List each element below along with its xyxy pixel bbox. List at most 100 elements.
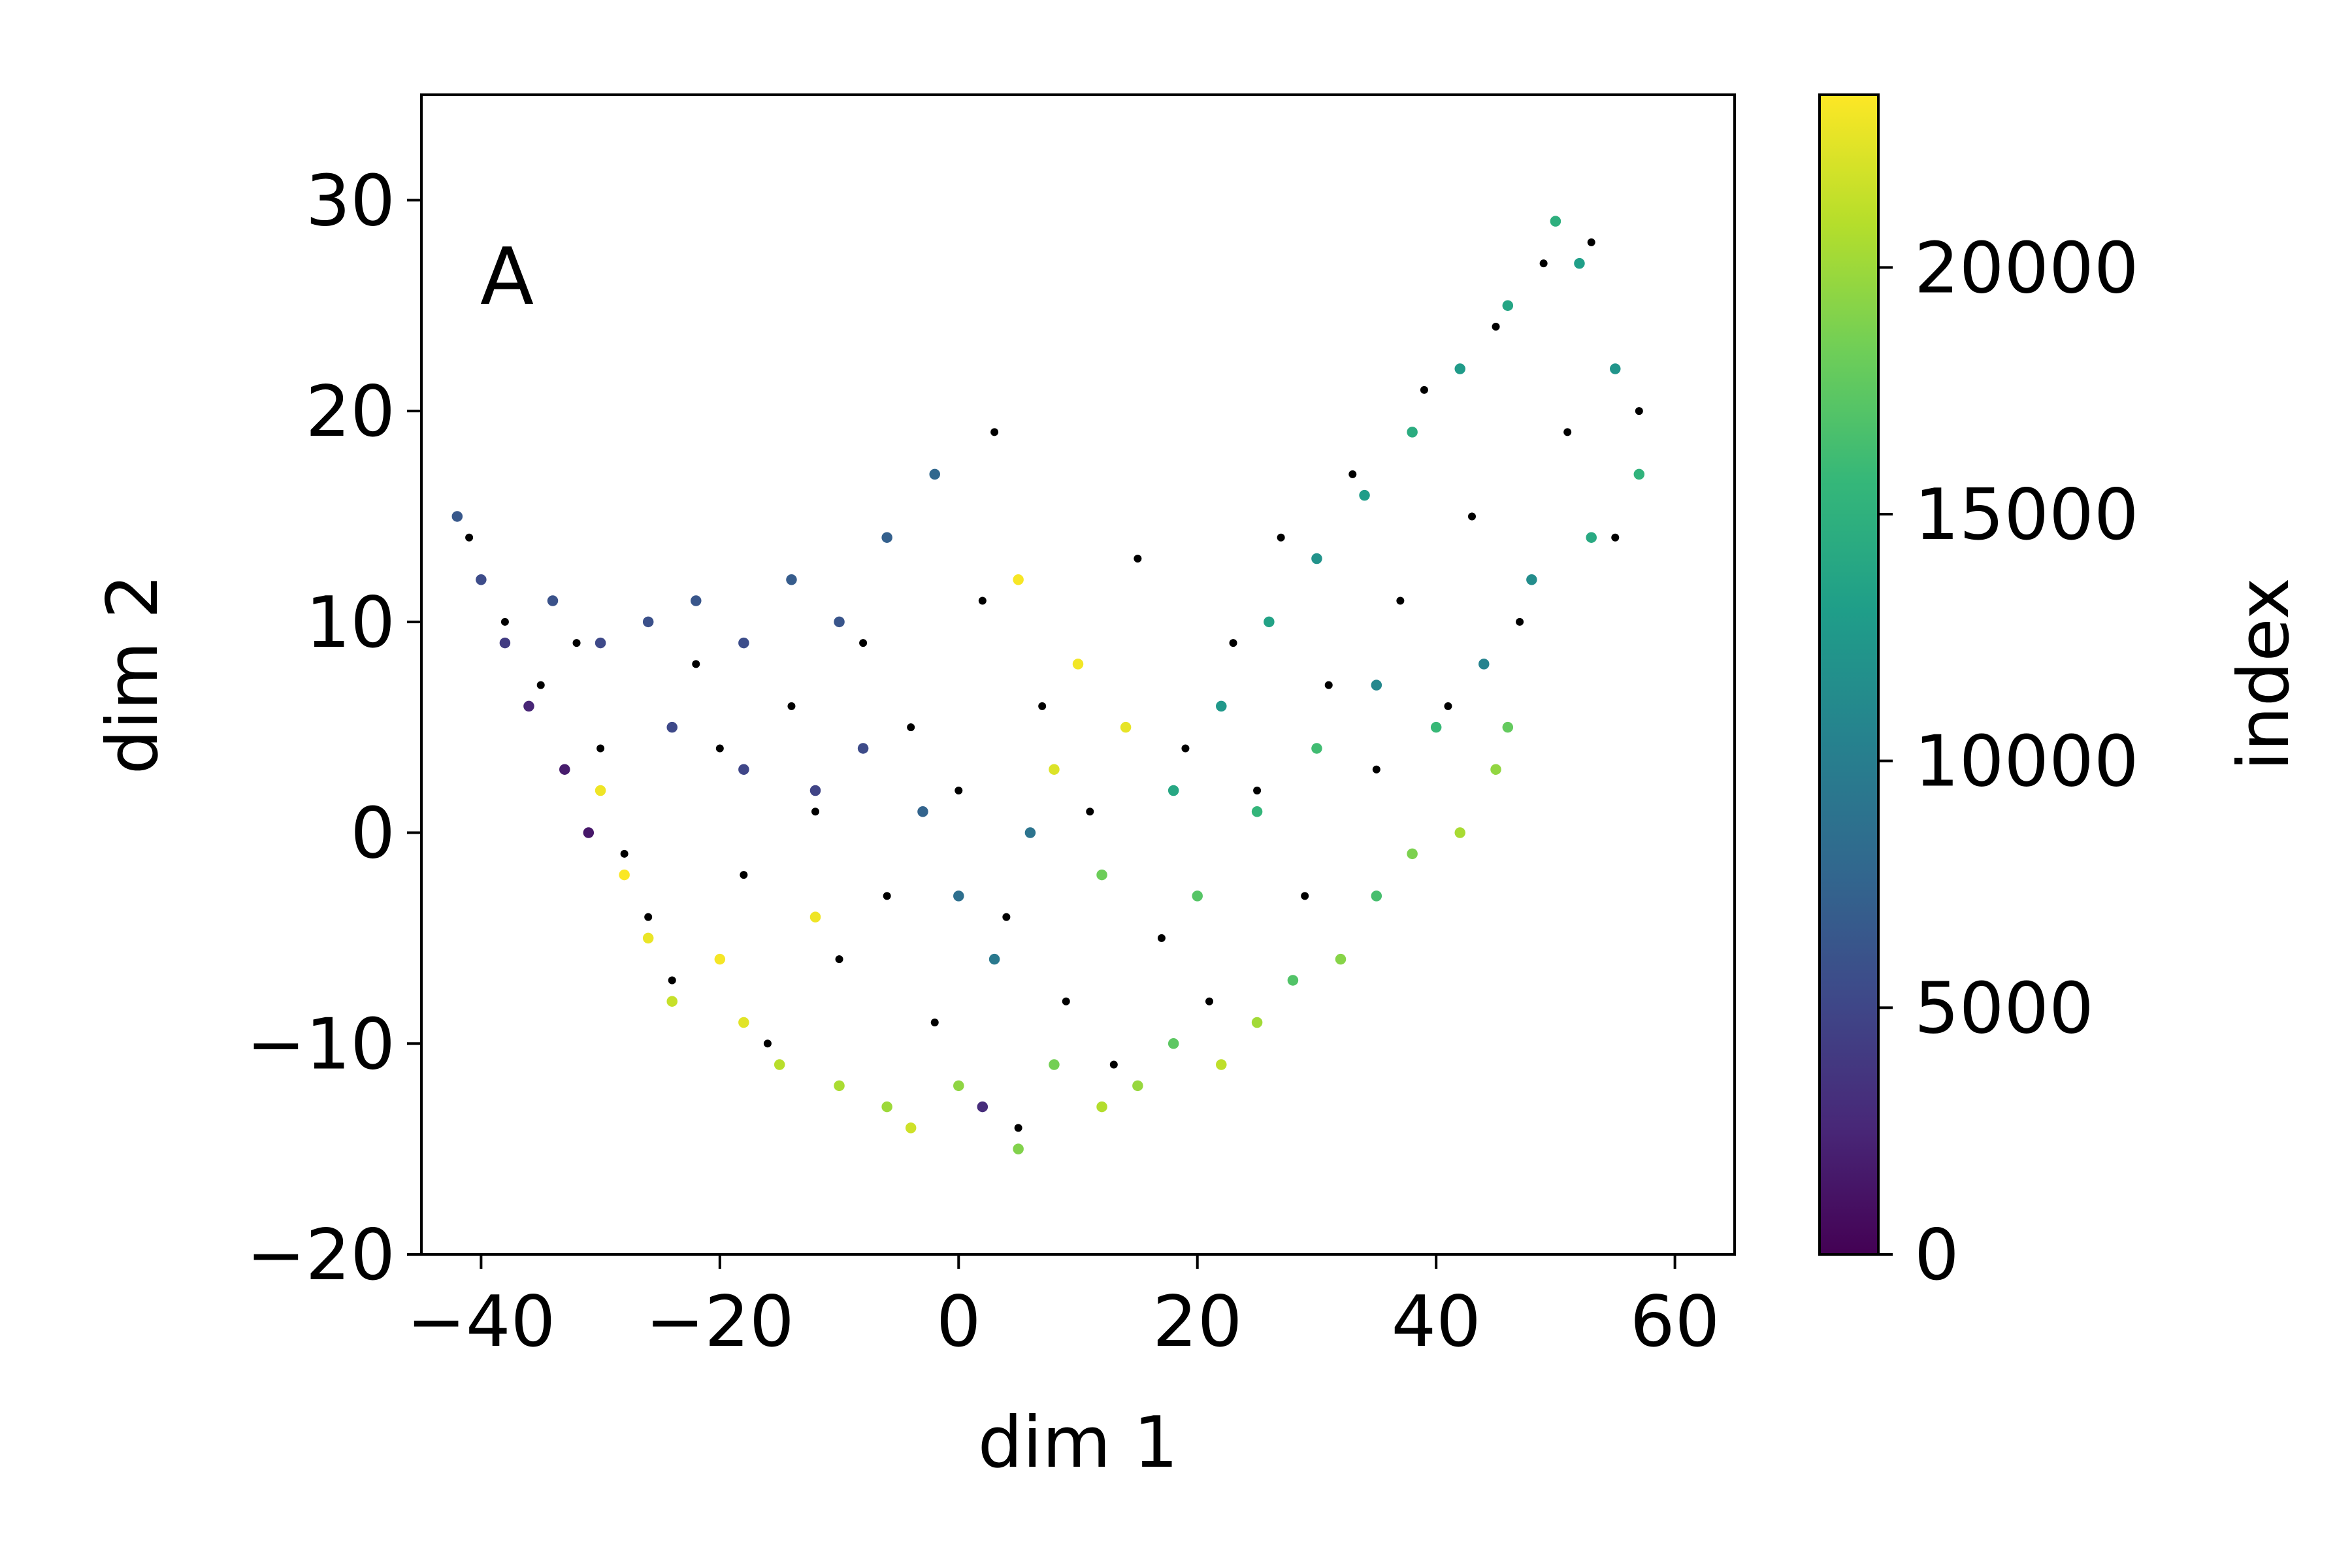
y-tick-label: 20 — [306, 371, 395, 453]
y-tick-label: 30 — [306, 160, 395, 242]
black-marker-point — [835, 955, 843, 964]
scatter-point — [1095, 868, 1109, 881]
scatter-point — [880, 531, 894, 544]
black-marker-point — [763, 1039, 772, 1048]
black-marker-point — [955, 787, 963, 794]
scatter-point — [785, 573, 798, 587]
black-marker-point — [715, 744, 724, 753]
black-marker-point — [1396, 596, 1405, 605]
scatter-point — [474, 573, 488, 587]
x-tick-label: 20 — [1152, 1281, 1242, 1363]
scatter-point — [1024, 826, 1037, 840]
scatter-point — [665, 994, 679, 1008]
black-marker-point — [1301, 892, 1309, 900]
black-marker-point — [1444, 702, 1452, 710]
black-marker-point — [1109, 1060, 1118, 1069]
scatter-point — [1250, 805, 1264, 819]
scatter-point — [1584, 531, 1598, 544]
scatter-point — [952, 889, 966, 903]
colorbar-gradient — [1820, 95, 1878, 1254]
scatter-point — [737, 762, 751, 776]
black-marker-point — [1516, 617, 1524, 626]
scatter-point — [713, 953, 727, 966]
y-tick-label: −10 — [246, 1004, 395, 1085]
colorbar-tick-label: 10000 — [1914, 721, 2139, 803]
y-tick-label: 10 — [306, 582, 395, 664]
scatter-point — [665, 721, 679, 734]
black-marker-point — [1372, 765, 1380, 774]
scatter-point — [558, 762, 572, 776]
scatter-point — [546, 594, 559, 608]
black-marker-point — [930, 1019, 939, 1026]
scatter-point — [1501, 299, 1514, 312]
scatter-point — [1190, 889, 1204, 903]
x-tick-label: −20 — [645, 1281, 794, 1363]
scatter-point — [1047, 1058, 1061, 1071]
y-axis-label: dim 2 — [92, 574, 174, 775]
black-marker-point — [1277, 533, 1285, 542]
black-marker-point — [1324, 681, 1333, 689]
x-axis-label: dim 1 — [978, 1402, 1179, 1484]
black-marker-point — [536, 681, 545, 689]
y-tick-label: −20 — [246, 1215, 395, 1296]
scatter-point — [976, 1100, 989, 1113]
scatter-point — [832, 1079, 846, 1092]
data-points — [451, 214, 1646, 1156]
scatter-point — [904, 1121, 917, 1135]
black-marker-point — [1205, 997, 1213, 1005]
scatter-point — [642, 615, 655, 629]
scatter-point — [773, 1058, 786, 1071]
scatter-point — [1453, 826, 1467, 840]
black-marker-point — [990, 428, 999, 436]
black-marker-point — [465, 533, 474, 542]
scatter-point — [582, 826, 595, 840]
black-marker-point — [1587, 238, 1595, 246]
scatter-point — [857, 742, 870, 755]
scatter-point — [594, 636, 607, 649]
scatter-point — [1549, 214, 1562, 228]
scatter-point — [594, 784, 607, 797]
colorbar: 0 5000 10000 15000 20000 index — [1818, 93, 2305, 1296]
black-marker-point — [859, 639, 868, 647]
scatter-point — [809, 784, 822, 797]
black-marker-point — [1253, 787, 1262, 794]
y-tick-label: 0 — [350, 793, 395, 875]
black-marker-point — [1420, 385, 1428, 394]
scatter-point — [1358, 489, 1371, 502]
scatter-point — [1453, 362, 1467, 376]
scatter-point — [737, 636, 751, 649]
black-marker-point — [1181, 744, 1190, 753]
black-marker-point — [811, 808, 819, 816]
black-marker-point — [1468, 512, 1476, 521]
scatter-point — [689, 594, 703, 608]
black-marker-point — [787, 702, 796, 710]
scatter-point — [1011, 573, 1025, 587]
black-marker-point — [572, 639, 581, 647]
scatter-point — [451, 510, 464, 523]
colorbar-label: index — [2223, 578, 2305, 770]
scatter-point — [880, 1100, 894, 1113]
scatter-point — [1071, 657, 1085, 671]
panel-label: A — [480, 232, 534, 323]
scatter-point — [1633, 468, 1646, 481]
y-axis-ticks: −20 −10 0 10 20 30 — [246, 160, 421, 1296]
black-marker-point — [668, 976, 676, 985]
black-marker-point — [644, 913, 653, 921]
scatter-point — [498, 636, 512, 649]
x-tick-label: 40 — [1391, 1281, 1480, 1363]
scatter-point — [1167, 1037, 1180, 1051]
plot-frame — [420, 93, 1736, 1256]
scatter-point — [1477, 657, 1491, 671]
colorbar-tick-label: 15000 — [1914, 474, 2139, 556]
scatter-point — [1525, 573, 1539, 587]
black-marker-point — [978, 596, 987, 605]
black-marker-point — [1014, 1124, 1022, 1132]
black-marker-point — [1492, 323, 1500, 331]
black-marker-point — [692, 660, 700, 668]
x-tick-label: 0 — [936, 1281, 981, 1363]
x-tick-label: −40 — [406, 1281, 555, 1363]
scatter-point — [1370, 889, 1383, 903]
black-marker-point — [1611, 533, 1620, 542]
scatter-point — [1489, 762, 1503, 776]
black-marker-point — [1563, 428, 1572, 436]
